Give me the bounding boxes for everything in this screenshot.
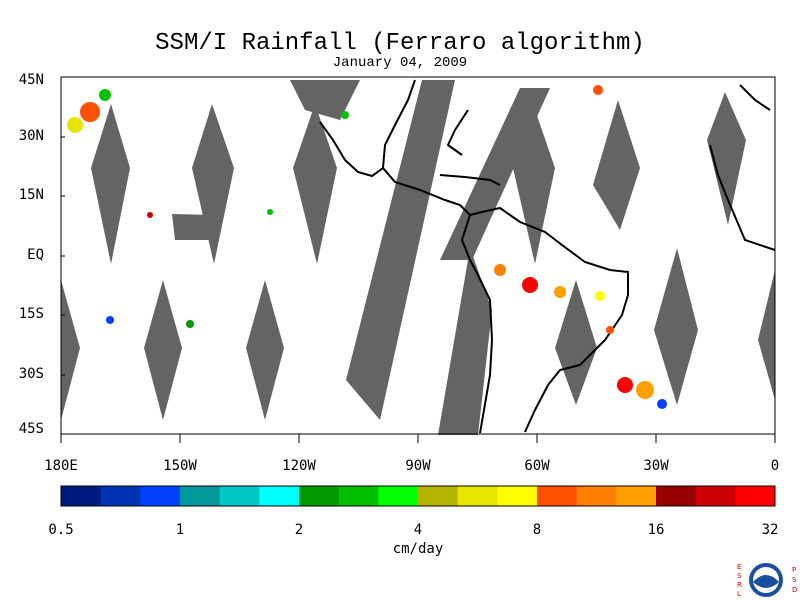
lat-label: 30S [18, 366, 44, 382]
colorbar-swatch [576, 486, 617, 506]
lat-label: 30N [18, 128, 44, 144]
noaa-logo: E S R L P S D NOAA [737, 563, 797, 598]
lon-label: 0 [770, 458, 780, 474]
rain-cells [67, 85, 667, 409]
colorbar-swatch [378, 486, 419, 506]
logo-agency: NOAA [759, 571, 774, 577]
colorbar-swatch [338, 486, 379, 506]
lon-label: 180E [44, 458, 78, 474]
colorbar-swatch [695, 486, 736, 506]
lon-label: 30W [643, 458, 669, 474]
colorbar-swatch [259, 486, 300, 506]
lon-label: 60W [524, 458, 550, 474]
lon-label: 90W [405, 458, 431, 474]
lat-label: 45N [18, 72, 44, 88]
colorbar-tick-label: 8 [532, 522, 542, 538]
colorbar-swatch [457, 486, 498, 506]
chart-date: January 04, 2009 [332, 55, 468, 71]
colorbar-tick-label: 1 [175, 522, 185, 538]
swath-gaps [61, 80, 775, 435]
colorbar-tick-label: 4 [413, 522, 423, 538]
colorbar-swatch [61, 486, 102, 506]
lat-label: 15N [18, 187, 44, 203]
lat-label: 45S [18, 421, 44, 437]
lon-label: 120W [282, 458, 316, 474]
logo-letter: S [792, 576, 797, 584]
lat-label: EQ [27, 247, 44, 263]
logo-letter: E [737, 563, 741, 571]
logo-letter: R [737, 581, 742, 589]
colorbar-swatch [418, 486, 459, 506]
colorbar-swatch [735, 486, 776, 506]
logo-letter: L [737, 590, 741, 598]
colorbar-units: cm/day [392, 541, 444, 557]
lon-label: 150W [163, 458, 197, 474]
logo-letter: D [792, 586, 797, 594]
colorbar-swatch [100, 486, 141, 506]
lat-label: 15S [18, 306, 44, 322]
colorbar-swatches [61, 486, 776, 506]
colorbar-swatch [497, 486, 538, 506]
colorbar-swatch [537, 486, 578, 506]
logo-letter: S [737, 572, 742, 580]
colorbar-swatch [299, 486, 340, 506]
colorbar-tick-label: 16 [647, 522, 665, 538]
coastlines [319, 79, 776, 434]
colorbar-swatch [656, 486, 697, 506]
colorbar-swatch [219, 486, 260, 506]
colorbar-swatch [180, 486, 221, 506]
lat-ticks [61, 76, 65, 435]
colorbar-tick-label: 32 [761, 522, 779, 538]
colorbar-swatch [616, 486, 657, 506]
colorbar-tick-label: 2 [294, 522, 304, 538]
lon-ticks [60, 434, 776, 443]
logo-letter: P [792, 566, 796, 574]
chart-title: SSM/I Rainfall (Ferraro algorithm) [155, 30, 645, 57]
colorbar-swatch [140, 486, 181, 506]
colorbar-tick-label: 0.5 [48, 522, 74, 538]
